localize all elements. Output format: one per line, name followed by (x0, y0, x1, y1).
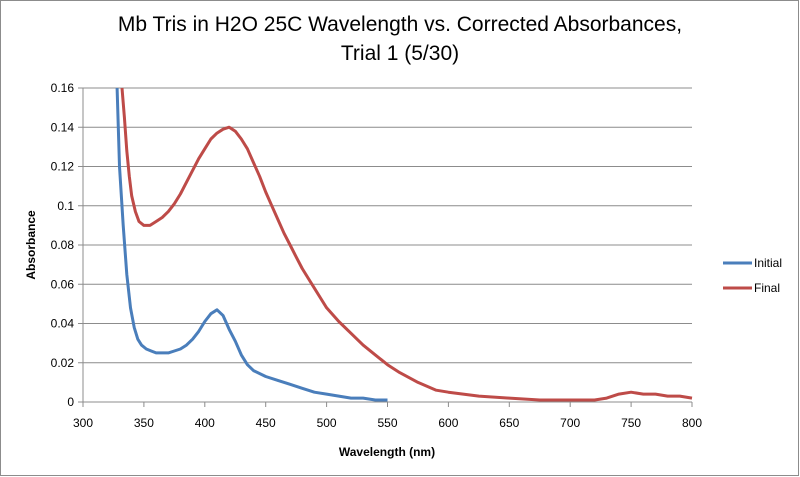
x-tick-label: 600 (438, 416, 458, 430)
gridlines (83, 87, 692, 364)
legend-label-initial: Initial (754, 256, 782, 270)
x-tick-label: 550 (377, 416, 397, 430)
y-tick-label: 0 (67, 395, 74, 409)
y-tick-label: 0.16 (51, 81, 75, 95)
y-tick-label: 0.02 (51, 356, 75, 370)
legend-label-final: Final (754, 281, 780, 295)
x-tick-label: 500 (317, 416, 337, 430)
chart-title-line-1: Mb Tris in H2O 25C Wavelength vs. Correc… (117, 13, 683, 36)
x-tick-label: 650 (499, 416, 519, 430)
x-tick-label: 700 (560, 416, 580, 430)
x-tick-label: 300 (73, 416, 93, 430)
axes: 0 0.02 0.04 0.06 0.08 0.1 0.12 0.14 0.16 300 350 40… (51, 81, 703, 430)
y-tick-label: 0.12 (51, 160, 75, 174)
series-group (115, 87, 693, 402)
x-axis-label: Wavelength (nm) (339, 445, 435, 459)
y-tick-label: 0.1 (57, 199, 74, 213)
series-line-final (120, 87, 693, 402)
y-axis-label: Absorbance (24, 210, 38, 280)
y-tick-label: 0.14 (51, 120, 75, 134)
y-tick-label: 0.06 (51, 277, 75, 291)
x-tick-label: 450 (256, 416, 276, 430)
chart-title-line-2: Trial 1 (5/30) (340, 42, 460, 65)
x-tick-label: 400 (195, 416, 215, 430)
y-tick-label: 0.08 (51, 238, 75, 252)
x-tick-label: 800 (682, 416, 702, 430)
legend: Initial Final (723, 256, 782, 295)
series-line-initial (115, 87, 388, 402)
x-tick-label: 750 (621, 416, 641, 430)
y-tick-label: 0.04 (51, 317, 75, 331)
x-tick-label: 350 (134, 416, 154, 430)
chart-title: Mb Tris in H2O 25C Wavelength vs. Correc… (0, 10, 800, 68)
